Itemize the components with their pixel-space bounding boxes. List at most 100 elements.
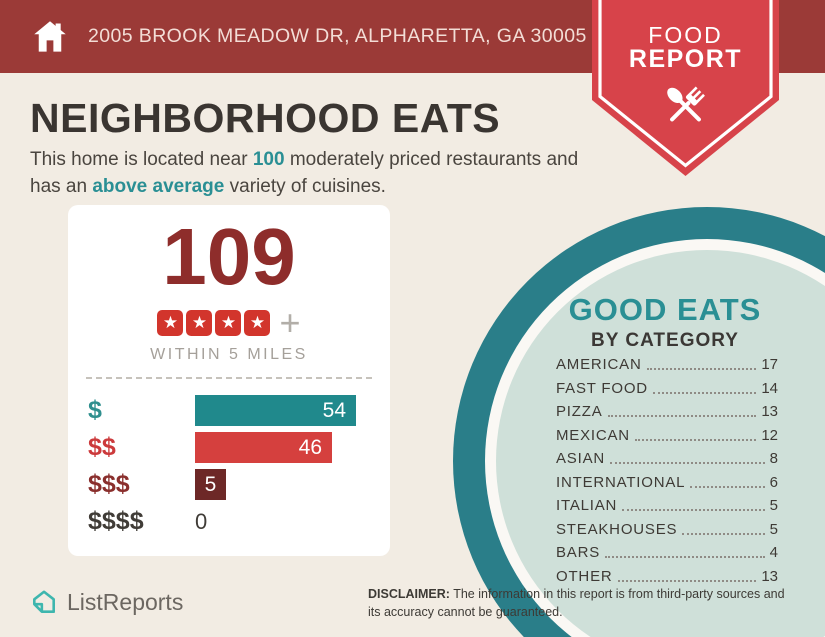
- dotted-leader: [690, 485, 765, 488]
- bar-row-three-dollar: $$$ 5: [68, 466, 390, 503]
- bar-value: 46: [298, 435, 322, 459]
- star-icon: ★: [157, 310, 184, 336]
- ribbon-label-food: FOOD: [648, 22, 723, 48]
- page-title: NEIGHBORHOOD EATS: [30, 95, 501, 141]
- spoon-fork-crossed-icon: [667, 86, 705, 122]
- food-report-ribbon: FOOD REPORT: [592, 0, 779, 178]
- category-label: OTHER: [556, 567, 613, 585]
- category-row-bars: BARS 4: [556, 544, 778, 561]
- bar-row-two-dollar: $$ 46: [68, 429, 390, 466]
- disclaimer-text: The information in this report is from t…: [368, 587, 785, 619]
- category-value: 13: [761, 567, 778, 585]
- bar-value: 5: [204, 472, 217, 496]
- category-label: ASIAN: [556, 450, 606, 467]
- restaurant-summary-card: 109 ★ ★ ★ ★ + WITHIN 5 MILES $ 54 $$: [68, 205, 390, 556]
- category-row-fast-food: FAST FOOD 14: [556, 380, 778, 397]
- star-glyph: ★: [191, 313, 208, 332]
- page-subtitle: This home is located near 100 moderately…: [30, 147, 605, 200]
- rating-row: ★ ★ ★ ★ +: [68, 305, 390, 341]
- category-row-asian: ASIAN 8: [556, 450, 778, 467]
- category-value: 5: [769, 497, 778, 514]
- price-label: $$$: [88, 470, 130, 498]
- subtitle-text: moderately priced restaurants and has an: [30, 149, 579, 197]
- home-icon: [34, 20, 66, 52]
- bar-row-four-dollar: $$$$ 0: [68, 503, 390, 540]
- category-row-mexican: MEXICAN 12: [556, 427, 778, 444]
- star-glyph: ★: [162, 313, 179, 332]
- dotted-leader: [617, 579, 757, 582]
- price-level-bar-chart: $ 54 $$ 46 $$$ 5: [68, 392, 390, 540]
- bar-area: 0: [195, 509, 390, 535]
- star-glyph: ★: [249, 313, 266, 332]
- category-label: BARS: [556, 544, 601, 561]
- listreports-logo-icon: [33, 590, 55, 613]
- bar-area: 5: [195, 469, 390, 500]
- category-row-italian: ITALIAN 5: [556, 497, 778, 514]
- star-icon: ★: [215, 310, 242, 336]
- category-value: 4: [769, 544, 778, 561]
- dashed-divider: [86, 377, 372, 379]
- listreports-brand: ListReports: [30, 588, 183, 616]
- subtitle-text: variety of cuisines.: [224, 175, 386, 197]
- bar-row-one-dollar: $ 54: [68, 392, 390, 429]
- category-label: ITALIAN: [556, 497, 618, 514]
- category-row-international: INTERNATIONAL 6: [556, 474, 778, 491]
- category-row-other: OTHER 13: [556, 568, 778, 585]
- dotted-leader: [605, 556, 765, 558]
- ribbon-shape: [592, 0, 779, 176]
- category-label: MEXICAN: [556, 426, 630, 444]
- category-value: 6: [769, 473, 778, 491]
- category-panel-title: GOOD EATS: [568, 292, 762, 327]
- dotted-leader: [634, 438, 757, 441]
- subtitle-highlight-count: 100: [252, 149, 285, 170]
- price-label: $$: [88, 433, 116, 461]
- bar-one-dollar: 54: [195, 395, 356, 426]
- category-value: 14: [761, 379, 778, 397]
- disclaimer-label: DISCLAIMER:: [368, 587, 450, 601]
- price-label: $: [88, 396, 102, 424]
- listreports-brand-name: ListReports: [67, 588, 184, 615]
- category-label: INTERNATIONAL: [556, 473, 686, 491]
- price-label: $$$$: [88, 507, 144, 535]
- category-panel-header: GOOD EATS BY CATEGORY: [518, 292, 812, 352]
- category-label: STEAKHOUSES: [556, 520, 678, 538]
- star-icon: ★: [186, 310, 213, 336]
- bar-value-zero: 0: [195, 508, 208, 534]
- bar-value: 54: [322, 398, 346, 422]
- category-value: 13: [761, 403, 778, 420]
- disclaimer: DISCLAIMER: The information in this repo…: [368, 586, 792, 621]
- plus-icon: +: [279, 302, 301, 343]
- category-row-steakhouses: STEAKHOUSES 5: [556, 521, 778, 538]
- bar-area: 46: [195, 432, 390, 463]
- category-value: 8: [769, 450, 778, 467]
- radius-label: WITHIN 5 MILES: [150, 346, 308, 363]
- star-glyph: ★: [220, 313, 237, 332]
- dotted-leader: [622, 509, 765, 511]
- category-label: PIZZA: [556, 403, 603, 420]
- property-address: 2005 BROOK MEADOW DR, ALPHARETTA, GA 300…: [88, 25, 587, 47]
- bar-area: 54: [195, 395, 390, 426]
- restaurant-count: 109: [162, 212, 296, 301]
- dotted-leader: [610, 462, 765, 464]
- dotted-leader: [682, 532, 765, 535]
- category-label: FAST FOOD: [556, 379, 648, 397]
- subtitle-text: This home is located near: [30, 149, 253, 170]
- category-row-american: AMERICAN 17: [556, 356, 778, 373]
- star-icon: ★: [244, 310, 271, 336]
- subtitle-highlight-variety: above average: [92, 175, 225, 197]
- category-panel-subtitle: BY CATEGORY: [591, 330, 739, 351]
- dotted-leader: [646, 368, 757, 370]
- bar-two-dollar: 46: [195, 432, 332, 463]
- category-list: AMERICAN 17 FAST FOOD 14 PIZZA 13 MEXICAN 12…: [556, 356, 778, 591]
- ribbon-inner-border: [598, 0, 773, 168]
- category-value: 5: [769, 520, 778, 538]
- dotted-leader: [652, 391, 757, 394]
- category-value: 12: [761, 426, 778, 444]
- category-label: AMERICAN: [556, 356, 642, 373]
- category-value: 17: [761, 356, 778, 373]
- category-row-pizza: PIZZA 13: [556, 403, 778, 420]
- bar-three-dollar: 5: [195, 469, 226, 500]
- ribbon-label-report: REPORT: [628, 45, 743, 73]
- dotted-leader: [607, 415, 757, 417]
